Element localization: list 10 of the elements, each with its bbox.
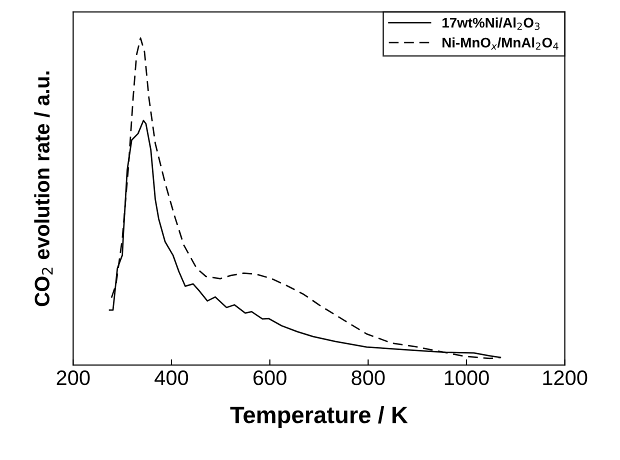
x-tick-label: 600 — [254, 370, 286, 386]
y-axis-title: CO$_{2}$ evolution rate / a.u. — [34, 72, 53, 306]
legend-label: Ni-MnO$_{x}$/MnAl$_{2}$O$_{4}$ — [442, 37, 558, 50]
x-tick-label: 400 — [154, 370, 188, 386]
x-tick-label: 800 — [352, 370, 385, 386]
x-axis-title: Temperature / K — [230, 406, 408, 428]
legend-label: 17wt%Ni/Al$_{2}$O$_{3}$ — [442, 17, 540, 30]
x-tick-label: 1000 — [444, 370, 489, 386]
x-tick-label: 1200 — [543, 370, 588, 386]
x-tick-label: 200 — [56, 370, 90, 386]
